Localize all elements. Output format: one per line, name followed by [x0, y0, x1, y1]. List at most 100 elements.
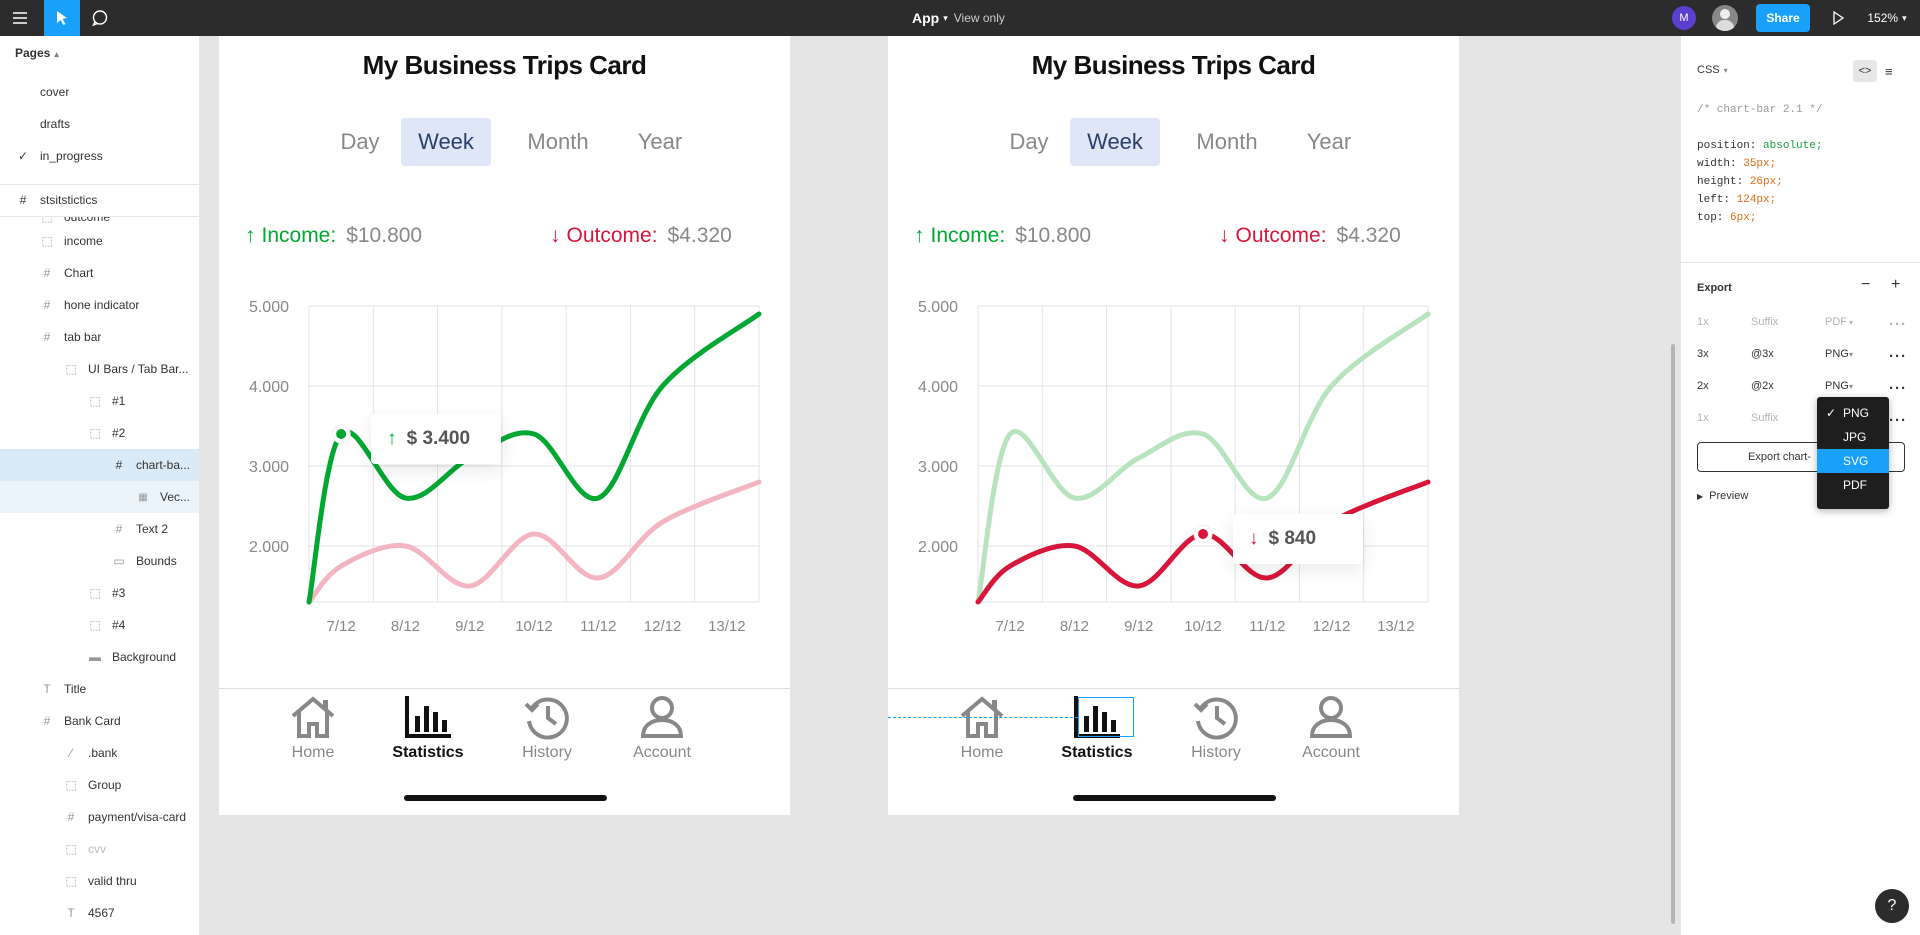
nav-account[interactable]: Account	[1260, 688, 1402, 778]
layer-row[interactable]: # tab bar	[0, 321, 199, 353]
help-button[interactable]: ?	[1875, 889, 1909, 923]
menu-icon[interactable]	[8, 0, 32, 36]
code-language-dropdown[interactable]: CSS ▾	[1697, 64, 1728, 76]
format-select[interactable]: PNG	[1825, 348, 1849, 360]
canvas[interactable]: My Business Trips Card Day Week Month Year ↑ I…	[200, 36, 1679, 935]
nav-statistics[interactable]: Statistics	[357, 688, 499, 778]
export-button[interactable]: Export chart-	[1697, 442, 1905, 472]
tab-day[interactable]: Day	[1009, 129, 1049, 154]
phone-frame[interactable]: My Business Trips Card Day Week Month Year ↑ I…	[219, 36, 790, 815]
layer-label: .bank	[88, 746, 118, 760]
tab-month[interactable]: Month	[1196, 129, 1258, 154]
more-icon[interactable]: ···	[1889, 412, 1907, 429]
scale-value[interactable]: 1x	[1697, 412, 1709, 424]
scale-value[interactable]: 1x	[1697, 316, 1709, 328]
scale-value[interactable]: 2x	[1697, 380, 1709, 392]
plus-icon[interactable]: +	[1891, 276, 1901, 293]
layer-label: Chart	[64, 266, 94, 280]
layer-row[interactable]: ⬚ Group	[0, 769, 199, 801]
tab-year[interactable]: Year	[1306, 129, 1352, 154]
format-option-jpg[interactable]: JPG	[1817, 425, 1889, 449]
more-icon[interactable]: ···	[1889, 348, 1907, 365]
layer-row[interactable]: # Bank Card	[0, 705, 199, 737]
file-name[interactable]: App	[912, 10, 940, 26]
comment-icon[interactable]	[88, 0, 112, 36]
layer-row[interactable]: ⁄ .bank	[0, 737, 199, 769]
layer-row[interactable]: ⬚ UI Bars / Tab Bar...	[0, 353, 199, 385]
page-item-in-progress[interactable]: ✓ in_progress	[0, 140, 199, 172]
export-row[interactable]: 1x Suffix PDF ▾ ···	[1697, 312, 1907, 334]
format-option-svg[interactable]: SVG	[1817, 449, 1889, 473]
zoom-dropdown[interactable]: 152% ▾	[1862, 0, 1912, 36]
export-row[interactable]: 2x @2x PNG ▾ ···	[1697, 376, 1907, 398]
layer-row[interactable]: ⬚ income	[0, 225, 199, 257]
code-view-icon[interactable]: <>	[1853, 60, 1877, 82]
move-tool-icon[interactable]	[44, 0, 80, 36]
format-option-png[interactable]: ✓ PNG	[1817, 401, 1889, 425]
layer-label: payment/visa-card	[88, 810, 187, 824]
nav-home[interactable]: Home	[242, 688, 384, 778]
layer-row[interactable]: ⬚ #3	[0, 577, 199, 609]
preview-toggle[interactable]: ▶ Preview	[1697, 490, 1748, 502]
nav-account[interactable]: Account	[591, 688, 733, 778]
x-tick-label: 11/12	[580, 618, 616, 635]
page-item-drafts[interactable]: drafts	[0, 108, 199, 140]
layer-row-selected[interactable]: # chart-ba...	[0, 449, 199, 481]
export-row[interactable]: 3x @3x PNG ▾ ···	[1697, 344, 1907, 366]
more-icon[interactable]: ···	[1889, 316, 1907, 333]
tab-month[interactable]: Month	[527, 129, 589, 154]
tab-day[interactable]: Day	[340, 129, 380, 154]
minus-icon[interactable]: −	[1861, 276, 1871, 293]
suffix-input[interactable]: Suffix	[1751, 316, 1779, 328]
pages-header[interactable]: Pages ▴	[15, 46, 59, 60]
layer-row[interactable]: T Title	[0, 673, 199, 705]
value-tooltip: ↓ $ 840	[1233, 514, 1363, 564]
layer-row[interactable]: # payment/visa-card	[0, 801, 199, 833]
layer-row[interactable]: ▭ Bounds	[0, 545, 199, 577]
frame-icon: #	[43, 298, 51, 312]
avatar-photo[interactable]	[1712, 5, 1738, 31]
canvas-scrollbar[interactable]	[1671, 344, 1675, 924]
present-play-icon[interactable]	[1826, 0, 1850, 36]
selection-box[interactable]	[1078, 697, 1134, 737]
layer-row[interactable]: ⬚ valid thru	[0, 865, 199, 897]
divider	[1681, 262, 1920, 263]
list-view-icon[interactable]: ≡	[1885, 64, 1893, 79]
phone-frame[interactable]: My Business Trips Card Day Week Month Year ↑ I…	[888, 36, 1459, 815]
income-label: Income:	[261, 224, 337, 247]
layer-row[interactable]: ⬚ #4	[0, 609, 199, 641]
layer-row[interactable]: # hone indicator	[0, 289, 199, 321]
suffix-input[interactable]: @2x	[1751, 380, 1774, 392]
layer-row[interactable]: # Chart	[0, 257, 199, 289]
layer-row[interactable]: ⬚ outcome	[0, 217, 199, 233]
layer-row[interactable]: ⬚ cvv	[0, 833, 199, 865]
suffix-input[interactable]: @3x	[1751, 348, 1774, 360]
chevron-down-icon[interactable]: ▾	[943, 12, 948, 23]
layer-row[interactable]: ▦ Vec...	[0, 481, 199, 513]
suffix-input[interactable]: Suffix	[1751, 412, 1779, 424]
tab-week[interactable]: Week	[1070, 118, 1160, 166]
page-item-cover[interactable]: cover	[0, 76, 199, 108]
layer-frame-root[interactable]: # stsitstictics	[0, 184, 199, 216]
format-select[interactable]: PNG	[1825, 380, 1849, 392]
more-icon[interactable]: ···	[1889, 380, 1907, 397]
layer-row[interactable]: ⬚ #2	[0, 417, 199, 449]
layer-row[interactable]: # Text 2	[0, 513, 199, 545]
tab-year[interactable]: Year	[637, 129, 683, 154]
nav-history[interactable]: History	[476, 688, 618, 778]
layer-row[interactable]: ▬ Background	[0, 641, 199, 673]
format-option-pdf[interactable]: PDF	[1817, 473, 1889, 497]
tab-week[interactable]: Week	[401, 118, 491, 166]
nav-history[interactable]: History	[1145, 688, 1287, 778]
y-tick-label: 2.000	[918, 539, 958, 556]
layer-row[interactable]: T 4567	[0, 897, 199, 929]
user-avatar[interactable]: M	[1672, 6, 1696, 30]
layer-row[interactable]: ⬚ #1	[0, 385, 199, 417]
share-button[interactable]: Share	[1756, 4, 1810, 32]
export-row[interactable]: 1x Suffix ···	[1697, 408, 1907, 430]
nav-home[interactable]: Home	[911, 688, 1053, 778]
layer-label: #1	[112, 394, 126, 408]
scale-value[interactable]: 3x	[1697, 348, 1709, 360]
format-select[interactable]: PDF	[1825, 316, 1847, 328]
css-val: 6px;	[1730, 212, 1757, 224]
